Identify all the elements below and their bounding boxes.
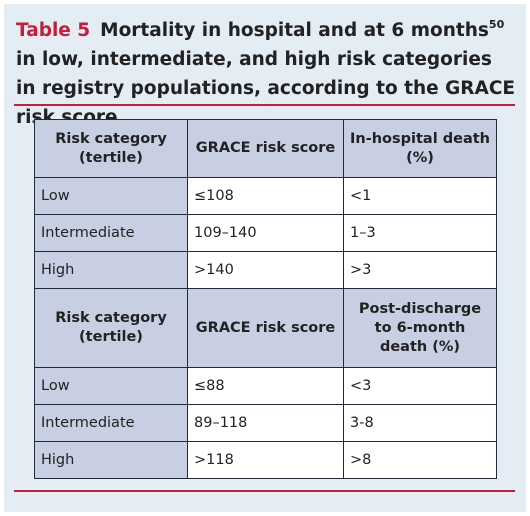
table-row: Low ≤108 <1 <box>34 177 497 215</box>
death-cell: 3-8 <box>343 404 497 442</box>
score-cell: 89–118 <box>187 404 344 442</box>
category-cell: High <box>34 441 188 479</box>
header-risk-category: Risk category (tertile) <box>34 119 188 178</box>
bottom-divider <box>14 490 515 492</box>
header-row: Risk category (tertile) GRACE risk score… <box>34 119 497 178</box>
death-cell: <1 <box>343 177 497 215</box>
category-cell: High <box>34 251 188 289</box>
death-cell: >8 <box>343 441 497 479</box>
header-row: Risk category (tertile) GRACE risk score… <box>34 288 497 368</box>
header-risk-category: Risk category (tertile) <box>34 288 188 368</box>
score-cell: >140 <box>187 251 344 289</box>
category-cell: Low <box>34 367 188 405</box>
reference-superscript: 50 <box>488 18 505 31</box>
header-grace-score: GRACE risk score <box>187 288 344 368</box>
grace-risk-table: Risk category (tertile) GRACE risk score… <box>34 119 497 479</box>
category-cell: Low <box>34 177 188 215</box>
score-cell: ≤108 <box>187 177 344 215</box>
score-cell: >118 <box>187 441 344 479</box>
table-row: Low ≤88 <3 <box>34 367 497 405</box>
caption-text: Mortality in hospital and at 6 months <box>100 20 489 41</box>
top-divider <box>14 104 515 106</box>
category-cell: Intermediate <box>34 214 188 252</box>
caption-text-continued: in low, intermediate, and high risk cate… <box>16 49 516 128</box>
header-post-discharge-death: Post-discharge to 6-month death (%) <box>343 288 497 368</box>
table-row: High >118 >8 <box>34 441 497 479</box>
score-cell: ≤88 <box>187 367 344 405</box>
death-cell: >3 <box>343 251 497 289</box>
table-number: Table 5 <box>16 20 91 41</box>
death-cell: 1–3 <box>343 214 497 252</box>
table-caption: Table 5 Mortality in hospital and at 6 mo… <box>16 16 516 132</box>
header-grace-score: GRACE risk score <box>187 119 344 178</box>
category-cell: Intermediate <box>34 404 188 442</box>
death-cell: <3 <box>343 367 497 405</box>
table-row: High >140 >3 <box>34 251 497 289</box>
header-in-hospital-death: In-hospital death (%) <box>343 119 497 178</box>
table-row: Intermediate 109–140 1–3 <box>34 214 497 252</box>
score-cell: 109–140 <box>187 214 344 252</box>
table-row: Intermediate 89–118 3-8 <box>34 404 497 442</box>
